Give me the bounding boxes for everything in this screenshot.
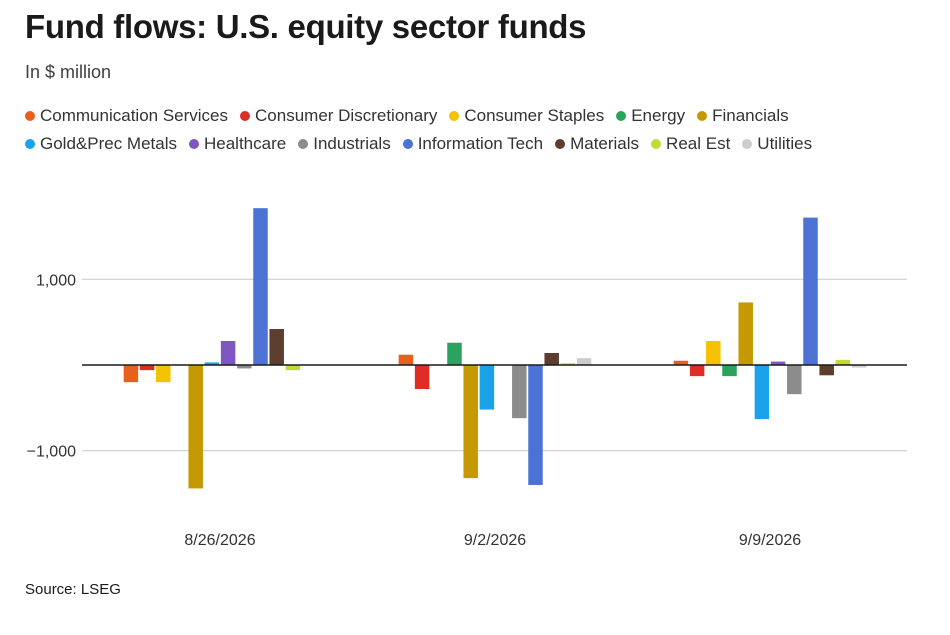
- bar: [576, 358, 592, 365]
- legend-swatch: [189, 139, 199, 149]
- legend-label: Energy: [631, 106, 686, 125]
- legend-swatch: [742, 139, 753, 149]
- bar: [803, 217, 818, 365]
- legend-row: Gold&Prec Metals Healthcare Industrials Inf…: [25, 130, 925, 158]
- bar: [123, 365, 139, 383]
- bar: [770, 361, 786, 365]
- legend-item: Consumer Discretionary: [240, 106, 437, 126]
- legend-label: Real Est: [666, 134, 731, 153]
- x-tick-label: 9/9/2026: [739, 532, 801, 549]
- bar: [689, 365, 705, 377]
- bar: [819, 365, 834, 376]
- bar: [706, 341, 721, 365]
- bar: [253, 208, 268, 365]
- legend-label: Communication Services: [40, 106, 229, 125]
- legend-swatch: [298, 139, 309, 149]
- source-note: Source: LSEG: [25, 581, 121, 598]
- legend-swatch: [449, 111, 460, 121]
- legend-item: Information Tech: [402, 134, 544, 154]
- legend-label: Financials: [712, 106, 789, 125]
- bar: [722, 365, 737, 377]
- legend-label: Consumer Staples: [464, 106, 605, 125]
- bar: [139, 365, 155, 371]
- legend-swatch: [616, 111, 627, 121]
- bar: [447, 342, 462, 365]
- legend-swatch: [402, 139, 413, 149]
- bar: [738, 302, 753, 365]
- bar: [188, 365, 203, 489]
- bar: [787, 365, 802, 395]
- legend-swatch: [240, 111, 251, 121]
- bar: [560, 363, 576, 365]
- bar: [851, 365, 867, 368]
- legend-label: Materials: [570, 134, 640, 153]
- legend-label: Gold&Prec Metals: [40, 134, 177, 153]
- legend-swatch: [25, 139, 35, 149]
- x-tick-label: 8/26/2026: [184, 532, 255, 549]
- legend-swatch: [25, 111, 35, 121]
- bar: [204, 362, 220, 365]
- bar: [754, 365, 770, 419]
- legend-item: Real Est: [651, 134, 730, 154]
- legend-item: Gold&Prec Metals: [25, 134, 177, 154]
- legend-swatch: [555, 139, 566, 149]
- bar: [479, 365, 495, 410]
- bar: [512, 365, 527, 419]
- bar: [835, 359, 851, 365]
- bar: [414, 365, 430, 389]
- legend-item: Industrials: [298, 134, 391, 154]
- bar: [156, 365, 171, 383]
- legend-item: Utilities: [742, 134, 812, 154]
- legend-label: Utilities: [757, 134, 813, 153]
- y-tick-label: −1,000: [27, 444, 76, 461]
- legend-item: Healthcare: [189, 134, 286, 154]
- x-tick-label: 9/2/2026: [464, 532, 526, 549]
- legend-item: Financials: [697, 106, 789, 126]
- legend-label: Industrials: [313, 134, 391, 153]
- bar: [398, 354, 414, 365]
- bar: [673, 360, 689, 365]
- y-tick-label: 1,000: [36, 272, 76, 289]
- legend-row: Communication Services Consumer Discretio…: [25, 102, 925, 130]
- legend-item: Consumer Staples: [449, 106, 604, 126]
- chart-title: Fund flows: U.S. equity sector funds: [25, 8, 587, 45]
- bar: [285, 365, 301, 371]
- legend-item: Materials: [555, 134, 639, 154]
- legend: Communication Services Consumer Discretio…: [25, 102, 925, 158]
- chart-subtitle: In $ million: [25, 62, 112, 82]
- legend-item: Energy: [616, 106, 685, 126]
- legend-swatch: [697, 111, 708, 121]
- legend-label: Healthcare: [204, 134, 287, 153]
- bar: [220, 341, 236, 365]
- bar: [237, 365, 252, 369]
- legend-label: Consumer Discretionary: [255, 106, 438, 125]
- bar: [528, 365, 543, 485]
- bar: [463, 365, 478, 479]
- bar: [269, 329, 284, 365]
- legend-item: Communication Services: [25, 106, 228, 126]
- legend-swatch: [651, 139, 662, 149]
- bar: [544, 353, 559, 365]
- legend-label: Information Tech: [417, 134, 544, 153]
